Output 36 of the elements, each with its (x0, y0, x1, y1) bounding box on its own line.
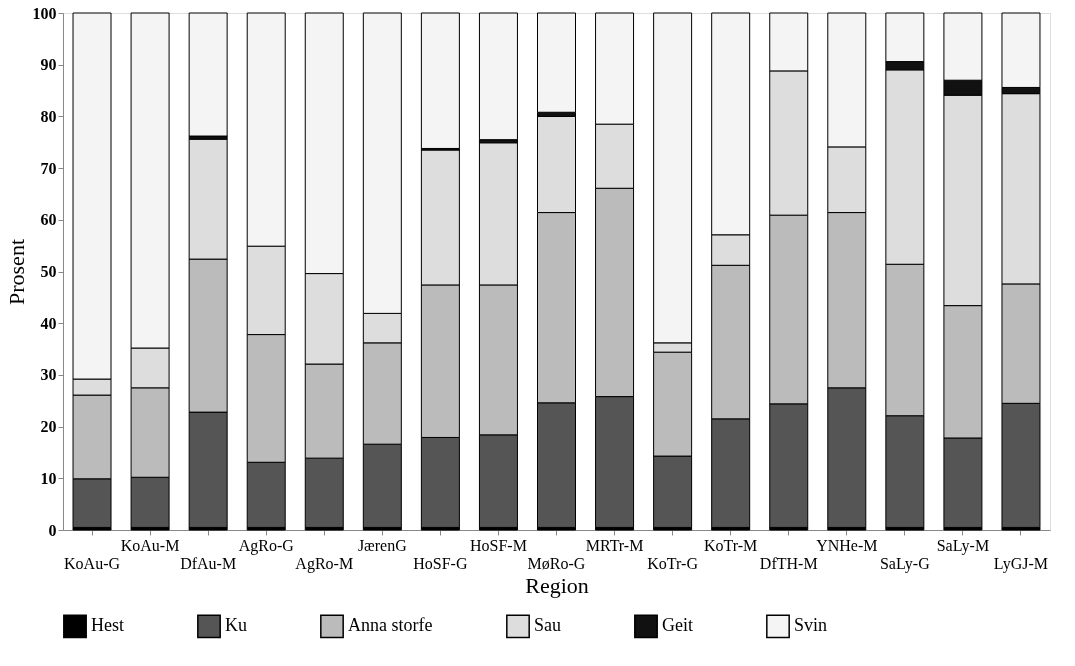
y-tick-label: 30 (40, 366, 57, 384)
legend-label: Anna storfe (348, 615, 433, 636)
y-tick-label: 20 (40, 418, 57, 436)
y-tick-label: 100 (32, 4, 57, 22)
y-tick-label: 10 (40, 469, 57, 487)
y-tick-label: 60 (40, 211, 57, 229)
x-tick-label: SaLy-M (936, 536, 990, 555)
x-tick-label: HoSF-G (413, 554, 468, 572)
x-tick-label: JærenG (357, 536, 408, 554)
x-tick-label: KoAu-G (64, 554, 121, 572)
x-tick-label: AgRo-G (238, 536, 295, 555)
x-tick-label: LyGJ-M (993, 554, 1049, 573)
y-tick-label: 90 (40, 56, 57, 74)
x-tick-label: MøRo-G (527, 554, 586, 572)
x-tick-label: AgRo-M (295, 554, 354, 573)
y-axis-title: Prosent (3, 239, 29, 305)
x-tick-label: HoSF-M (469, 536, 527, 554)
x-tick-label: KoTr-M (704, 536, 758, 554)
x-tick-label: DfTH-M (759, 554, 818, 572)
x-tick-label: SaLy-G (879, 554, 931, 573)
y-tick-label: 70 (40, 159, 57, 177)
y-tick-label: 50 (40, 263, 57, 280)
y-tick-label: 0 (48, 521, 57, 539)
legend-label: Svin (794, 615, 828, 636)
x-axis-title: Region (525, 572, 589, 598)
x-tick-label: MRTr-M (585, 536, 644, 554)
x-tick-label: KoTr-G (647, 554, 699, 572)
x-tick-label: DfAu-M (180, 554, 237, 572)
legend-label: Hest (91, 615, 124, 636)
y-tick-label: 40 (40, 314, 57, 332)
legend-label: Geit (662, 615, 693, 636)
x-tick-label: KoAu-M (120, 536, 180, 554)
y-tick-label: 80 (40, 107, 57, 125)
legend-label: Sau (534, 615, 561, 636)
legend-label: Ku (225, 615, 247, 636)
x-tick-label: YNHe-M (816, 536, 878, 554)
